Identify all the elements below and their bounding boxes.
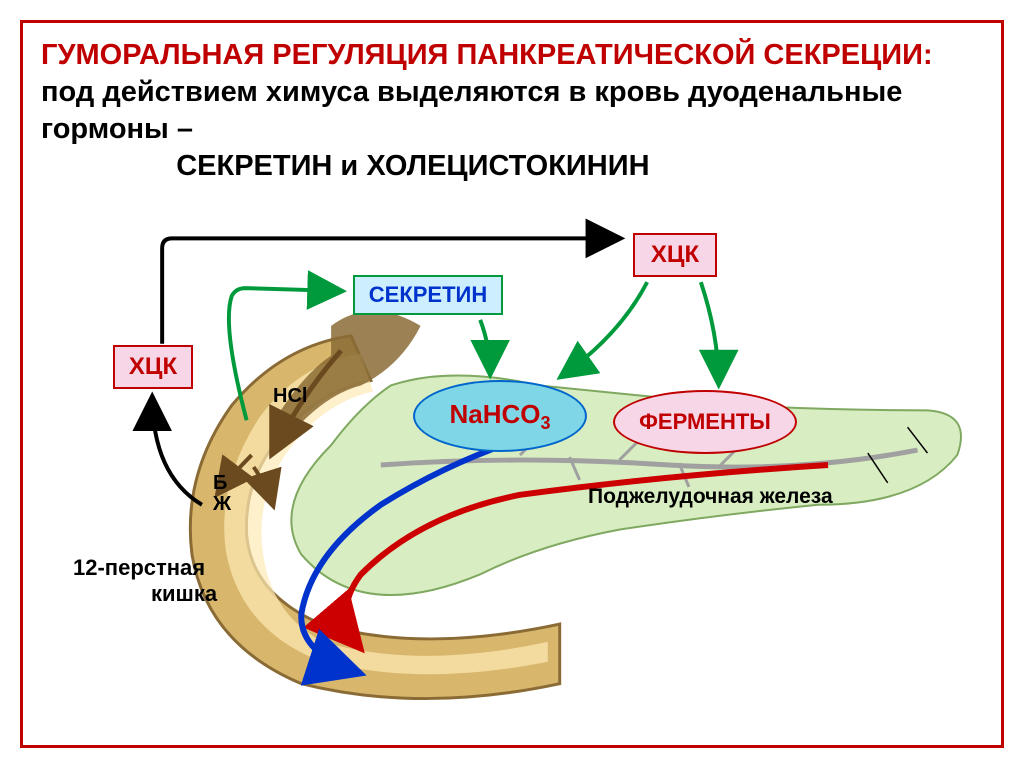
label-hcl: HCl (273, 385, 307, 408)
node-ferments-label: ФЕРМЕНТЫ (639, 409, 771, 435)
node-ferments: ФЕРМЕНТЫ (613, 390, 797, 454)
node-cck-left: ХЦК (113, 345, 193, 389)
title-black-part: под действием химуса выделяются в кровь … (41, 76, 902, 145)
arrow-cck-to-nahco3 (560, 283, 647, 378)
title-block: ГУМОРАЛЬНАЯ РЕГУЛЯЦИЯ ПАНКРЕАТИЧЕСКОЙ СЕ… (23, 23, 1001, 195)
node-cck-right-label: ХЦК (651, 241, 699, 269)
node-nahco3-label: NaHCO3 (449, 399, 550, 434)
node-nahco3: NaHCO3 (413, 380, 587, 452)
blue-vessel (301, 431, 550, 675)
node-secretin: СЕКРЕТИН (353, 275, 503, 315)
anatomy-svg (23, 195, 1001, 735)
label-duodenum-1: 12-перстная (73, 555, 205, 581)
title-red-part: ГУМОРАЛЬНАЯ РЕГУЛЯЦИЯ ПАНКРЕАТИЧЕСКОЙ СЕ… (41, 39, 933, 71)
label-bz: БЖ (213, 473, 231, 515)
node-secretin-label: СЕКРЕТИН (369, 282, 487, 308)
arrow-cck-to-ferments (701, 283, 719, 386)
arrow-secretin-to-nahco3 (480, 320, 490, 376)
label-duodenum-2: кишка (151, 581, 217, 607)
label-pancreas: Поджелудочная железа (588, 485, 833, 509)
diagram-area: ХЦК СЕКРЕТИН ХЦК NaHCO3 ФЕРМЕНТЫ HCl БЖ … (23, 195, 1001, 735)
node-cck-right: ХЦК (633, 233, 717, 277)
node-cck-left-label: ХЦК (129, 353, 177, 381)
pancreas-duct (381, 451, 918, 468)
arrow-to-cck-left (152, 396, 202, 505)
title-line2: СЕКРЕТИН и ХОЛЕЦИСТОКИНИН (176, 150, 649, 182)
slide-frame: ГУМОРАЛЬНАЯ РЕГУЛЯЦИЯ ПАНКРЕАТИЧЕСКОЙ СЕ… (20, 20, 1004, 748)
chyme-flow (271, 311, 420, 445)
